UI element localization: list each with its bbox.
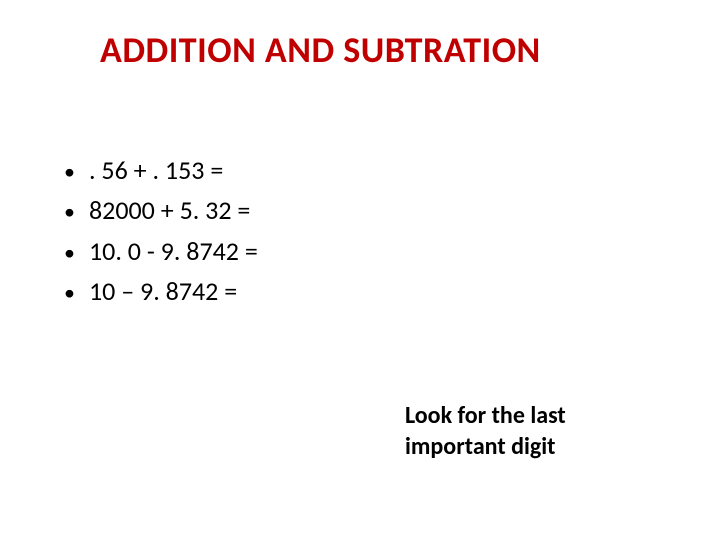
slide-title: ADDITION AND SUBTRATION: [100, 28, 660, 72]
list-item: • . 56 + . 153 =: [64, 150, 660, 190]
footer-note: Look for the last important digit: [405, 400, 635, 462]
bullet-text: 10 – 9. 8742 =: [89, 271, 660, 311]
footer-line-1: Look for the last: [405, 400, 635, 431]
list-item: • 10. 0 - 9. 8742 =: [64, 231, 660, 271]
list-item: • 10 – 9. 8742 =: [64, 271, 660, 311]
bullet-icon: •: [64, 276, 75, 310]
list-item: • 82000 + 5. 32 =: [64, 190, 660, 230]
slide-container: ADDITION AND SUBTRATION • . 56 + . 153 =…: [0, 0, 720, 540]
bullet-text: . 56 + . 153 =: [89, 150, 660, 190]
bullet-text: 82000 + 5. 32 =: [89, 190, 660, 230]
bullet-text: 10. 0 - 9. 8742 =: [89, 231, 660, 271]
bullet-icon: •: [64, 155, 75, 189]
bullet-icon: •: [64, 236, 75, 270]
bullet-icon: •: [64, 195, 75, 229]
bullet-list: • . 56 + . 153 = • 82000 + 5. 32 = • 10.…: [60, 150, 660, 311]
footer-line-2: important digit: [405, 431, 635, 462]
